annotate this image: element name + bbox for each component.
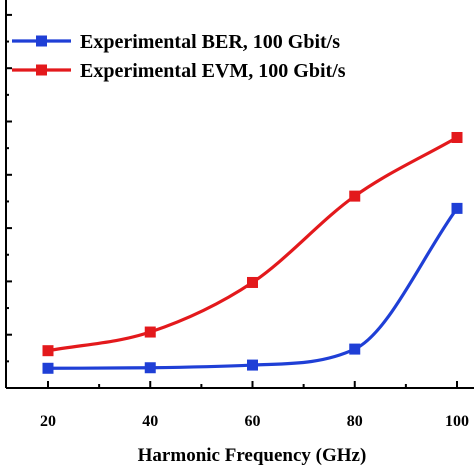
x-tick-label: 40 (142, 413, 158, 430)
series-0-marker (451, 202, 463, 214)
series-1-line (47, 136, 458, 353)
series-0-marker (42, 362, 54, 374)
series-1-marker (42, 345, 54, 357)
x-tick-label: 60 (245, 413, 261, 430)
series-1-marker (144, 326, 156, 338)
series-1-marker (349, 190, 361, 202)
series-0 (42, 202, 463, 374)
legend-item-1: Experimental EVM, 100 Gbit/s (12, 60, 346, 82)
legend-label: Experimental EVM, 100 Gbit/s (80, 60, 346, 82)
series-1 (42, 131, 463, 357)
series-1-marker (451, 131, 463, 143)
series-0-marker (144, 362, 156, 374)
y-axis-ticks (6, 13, 12, 363)
legend-marker (36, 64, 47, 76)
series-1-marker (247, 276, 258, 288)
series-0-marker (247, 359, 258, 371)
legend-label: Experimental BER, 100 Gbit/s (80, 31, 340, 53)
x-axis-tick-labels: 20 40 60 80 100 (40, 413, 469, 430)
x-tick-label: 20 (40, 413, 56, 430)
series-0-marker (349, 343, 361, 355)
series-layer (42, 131, 463, 374)
legend: Experimental BER, 100 Gbit/s Experimental… (12, 31, 346, 82)
series-0-line (47, 207, 459, 370)
x-tick-label: 80 (347, 413, 363, 430)
legend-marker (36, 35, 47, 47)
x-tick-label: 100 (445, 413, 469, 430)
legend-item-0: Experimental BER, 100 Gbit/s (12, 31, 340, 53)
axes: 20 40 60 80 100 (5, 0, 474, 430)
x-axis-ticks (47, 381, 458, 388)
x-axis-label: Harmonic Frequency (GHz) (138, 445, 367, 466)
